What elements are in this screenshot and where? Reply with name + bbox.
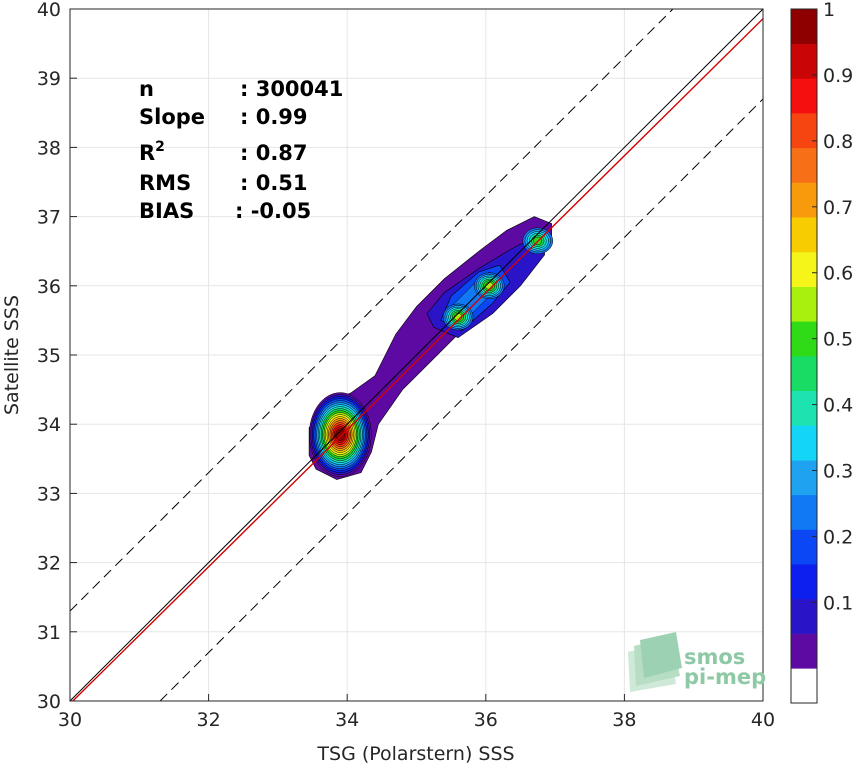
colorbar-segment: [791, 182, 817, 218]
x-tick-label: 40: [751, 709, 775, 731]
y-tick-label: 35: [37, 345, 61, 367]
regression-line: [71, 18, 763, 701]
colorbar-segment: [791, 425, 817, 461]
y-axis-ticks: 30 31 32 33 34 35 36 37 38 39 40: [37, 0, 77, 713]
logo-line1: smos: [684, 645, 745, 669]
y-tick-label: 32: [37, 553, 61, 575]
colorbar-segment: [791, 598, 817, 634]
x-tick-label: 32: [197, 709, 221, 731]
y-tick-label: 31: [37, 622, 61, 644]
stat-label: Slope: [139, 105, 205, 129]
reference-lines: [70, 9, 763, 701]
colorbar-tick-label: 0.1: [823, 592, 853, 614]
y-tick-label: 36: [37, 276, 61, 298]
stat-label: n: [139, 77, 154, 101]
stat-value: : -0.05: [235, 199, 311, 223]
x-tick-label: 30: [58, 709, 82, 731]
x-tick-label: 36: [474, 709, 498, 731]
colorbar-tick-label: 0.3: [823, 461, 853, 483]
logo-wave-icon: [628, 632, 682, 692]
logo: smos pi-mep: [628, 632, 766, 692]
colorbar-segment: [791, 529, 817, 565]
colorbar-tick-label: 0.7: [823, 197, 853, 219]
x-axis-label: TSG (Polarstern) SSS: [316, 743, 514, 765]
stat-label: RMS: [139, 171, 191, 195]
y-tick-label: 37: [37, 207, 61, 229]
one-to-one-line: [70, 9, 763, 701]
stat-value: : 0.99: [240, 105, 308, 129]
y-axis-label: Satellite SSS: [1, 295, 23, 415]
colorbar-segment: [791, 390, 817, 426]
x-tick-label: 38: [612, 709, 636, 731]
colorbar-segment: [791, 78, 817, 114]
logo-line2: pi-mep: [684, 665, 766, 689]
stat-value: : 0.87: [240, 141, 308, 165]
colorbar-segment: [791, 251, 817, 287]
colorbar-segment: [791, 564, 817, 600]
stat-value: : 0.51: [240, 171, 308, 195]
colorbar-segment: [791, 113, 817, 149]
colorbar-segment: [791, 460, 817, 496]
x-axis-ticks: 30 32 34 36 38 40: [58, 694, 775, 731]
stat-label: BIAS: [139, 199, 194, 223]
colorbar-segment: [791, 43, 817, 79]
y-tick-label: 34: [37, 414, 61, 436]
colorbar-segment: [791, 286, 817, 322]
y-tick-label: 38: [37, 137, 61, 159]
colorbar-tick-label: 0.5: [823, 329, 853, 351]
colorbar-segment: [791, 9, 817, 44]
upper-bound-line: [70, 9, 674, 612]
colorbar-segment: [791, 633, 817, 669]
colorbar-segment: [791, 494, 817, 530]
colorbar-segment: [791, 217, 817, 253]
colorbar: [790, 8, 818, 704]
colorbar-tick-label: 0.8: [823, 131, 853, 153]
y-tick-label: 40: [37, 0, 61, 21]
colorbar-segment: [791, 668, 817, 704]
colorbar-tick-label: 0.2: [823, 526, 853, 548]
colorbar-tick-label: 0.4: [823, 395, 853, 417]
colorbar-segment: [791, 147, 817, 183]
colorbar-tick-label: 1: [823, 0, 835, 21]
grid: [69, 8, 764, 702]
colorbar-tick-label: 0.6: [823, 263, 853, 285]
contour-peak-level: [335, 428, 345, 441]
lower-bound-line: [159, 98, 763, 701]
colorbar-segment: [791, 356, 817, 391]
y-tick-label: 33: [37, 483, 61, 505]
y-tick-label: 30: [37, 691, 61, 713]
x-tick-label: 34: [335, 709, 359, 731]
y-tick-label: 39: [37, 68, 61, 90]
colorbar-tick-label: 0.9: [823, 65, 853, 87]
stat-value: : 300041: [240, 77, 343, 101]
colorbar-frame: [790, 8, 818, 704]
colorbar-ticks: 0.1 0.2 0.3 0.4 0.5 0.6 0.7 0.8 0.9 1: [812, 0, 853, 614]
